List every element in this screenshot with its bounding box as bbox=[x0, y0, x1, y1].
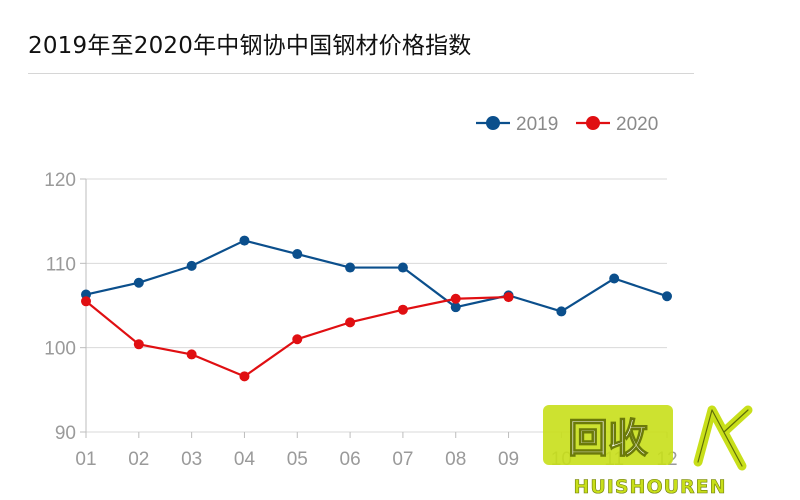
data-point-2019-06[interactable] bbox=[345, 262, 356, 273]
y-tick-label: 110 bbox=[46, 254, 76, 275]
legend[interactable]: 2019 2020 bbox=[476, 114, 658, 135]
data-point-2019-03[interactable] bbox=[186, 260, 197, 271]
y-tick-label: 120 bbox=[44, 170, 76, 191]
data-point-2020-02[interactable] bbox=[133, 339, 144, 350]
chart-title: 2019年至2020年中钢协中国钢材价格指数 bbox=[28, 33, 472, 59]
watermark-person-outline bbox=[697, 409, 749, 467]
series-line-2019 bbox=[85, 239, 668, 313]
data-point-2019-02[interactable] bbox=[133, 277, 144, 288]
legend-dot-marker bbox=[586, 116, 600, 130]
x-tick-label: 04 bbox=[234, 449, 256, 470]
legend-label: 2020 bbox=[616, 114, 658, 135]
watermark-latin: HUISHOUREN bbox=[573, 476, 726, 498]
x-tick-label: 05 bbox=[287, 449, 308, 470]
data-point-2019-04[interactable] bbox=[239, 235, 250, 246]
data-point-2019-08[interactable] bbox=[450, 302, 461, 313]
data-point-2019-05[interactable] bbox=[292, 249, 303, 260]
data-point-2020-01[interactable] bbox=[81, 296, 91, 307]
data-point-2020-03[interactable] bbox=[186, 349, 197, 360]
legend-item-2019[interactable]: 2019 bbox=[476, 114, 558, 135]
legend-dot-marker bbox=[486, 116, 500, 130]
watermark-chinese: 回收 bbox=[568, 416, 648, 462]
x-tick-label: 08 bbox=[445, 449, 466, 470]
data-point-2019-12[interactable] bbox=[662, 291, 672, 302]
series-layer bbox=[81, 235, 672, 382]
x-tick-label: 09 bbox=[498, 449, 519, 470]
data-point-2019-10[interactable] bbox=[556, 306, 567, 317]
data-point-2020-06[interactable] bbox=[345, 317, 356, 328]
data-point-2020-09[interactable] bbox=[503, 292, 514, 303]
data-point-2019-11[interactable] bbox=[609, 273, 620, 284]
y-tick-label: 90 bbox=[55, 423, 76, 444]
watermark-person-mark bbox=[693, 405, 753, 471]
watermark-logo: 回收 HUISHOUREN bbox=[543, 405, 753, 498]
title-divider bbox=[28, 73, 694, 74]
x-tick-label: 07 bbox=[392, 449, 413, 470]
data-point-2020-07[interactable] bbox=[397, 304, 408, 315]
watermark-box bbox=[543, 405, 673, 465]
y-tick-label: 100 bbox=[44, 339, 76, 360]
legend-item-2020[interactable]: 2020 bbox=[576, 114, 658, 135]
data-point-2020-05[interactable] bbox=[292, 334, 303, 345]
data-point-2019-07[interactable] bbox=[397, 262, 408, 273]
grid-layer bbox=[86, 178, 667, 433]
data-point-2020-04[interactable] bbox=[239, 371, 250, 382]
x-tick-label: 02 bbox=[128, 449, 149, 470]
data-point-2020-08[interactable] bbox=[450, 293, 461, 304]
x-tick-label: 03 bbox=[181, 449, 202, 470]
x-tick-label: 01 bbox=[75, 449, 96, 470]
x-tick-label: 06 bbox=[340, 449, 361, 470]
legend-label: 2019 bbox=[516, 114, 558, 135]
